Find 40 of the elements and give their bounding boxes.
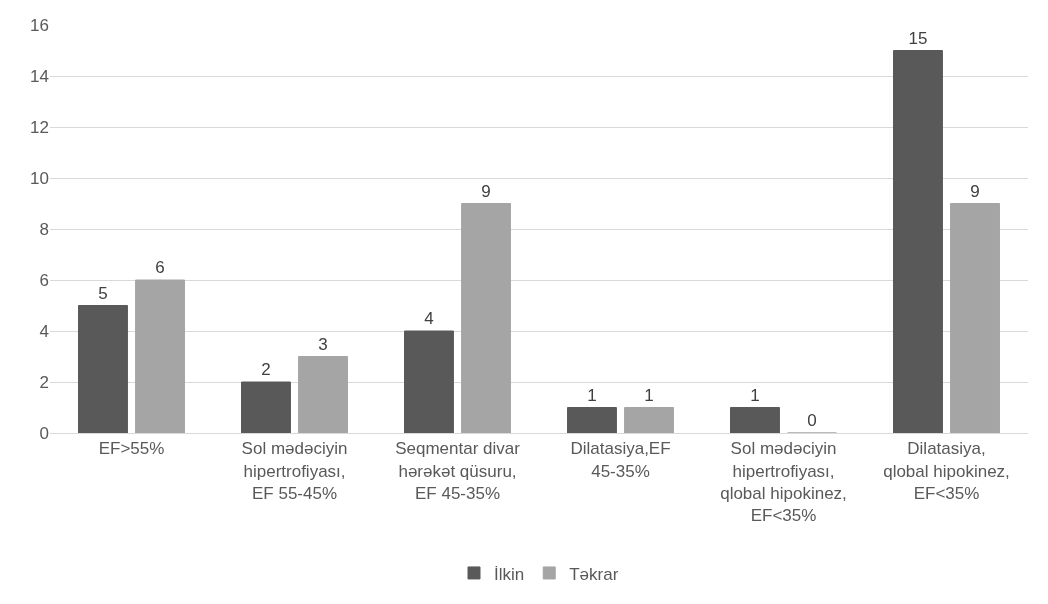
y-tick-label: 16 xyxy=(30,15,49,35)
y-tick-label: 6 xyxy=(39,270,49,290)
bar xyxy=(241,381,291,433)
data-label: 2 xyxy=(261,360,271,379)
y-tick-label: 12 xyxy=(30,117,49,137)
data-label: 9 xyxy=(481,181,491,201)
bar xyxy=(730,407,780,433)
bar xyxy=(950,203,1000,433)
data-label: 1 xyxy=(644,385,654,405)
data-label: 9 xyxy=(970,181,980,201)
bar xyxy=(567,407,617,433)
data-label: 3 xyxy=(318,334,328,354)
x-tick-label: Sol mədəciyin hipertrofiyası, EF 55-45% xyxy=(241,439,348,503)
bar xyxy=(624,407,674,433)
x-tick-label: EF>55% xyxy=(98,439,165,459)
legend-label: İlkin xyxy=(494,564,525,584)
bar xyxy=(404,330,454,433)
x-tick-label: Seqmentar divar hərəkət qüsuru, EF 45-35% xyxy=(395,439,521,503)
bar xyxy=(461,203,511,433)
data-label: 5 xyxy=(98,283,108,303)
data-label: 1 xyxy=(587,385,597,405)
bar xyxy=(298,356,348,433)
x-tick-label: Dilatasiya,EF 45-35% xyxy=(570,439,671,481)
bar xyxy=(78,305,128,433)
data-label: 15 xyxy=(908,28,928,48)
data-label: 1 xyxy=(750,385,760,405)
y-tick-label: 4 xyxy=(39,321,49,341)
y-tick-label: 8 xyxy=(39,219,49,239)
data-label: 4 xyxy=(424,309,434,328)
legend-label: Təkrar xyxy=(569,564,619,584)
y-tick-label: 2 xyxy=(39,372,49,392)
y-tick-label: 0 xyxy=(39,423,49,443)
y-tick-label: 14 xyxy=(30,66,49,86)
bar xyxy=(135,279,185,433)
y-tick-label: 10 xyxy=(30,168,49,188)
data-label: 0 xyxy=(807,411,817,430)
bar xyxy=(893,50,943,433)
x-tick-label: Sol mədəciyin hipertrofiyası, qlobal hipokinez, EF<35% xyxy=(720,439,847,525)
x-tick-label: Dilatasiya, qlobal hipokinez, EF<35% xyxy=(883,439,1010,503)
data-label: 6 xyxy=(155,258,165,277)
